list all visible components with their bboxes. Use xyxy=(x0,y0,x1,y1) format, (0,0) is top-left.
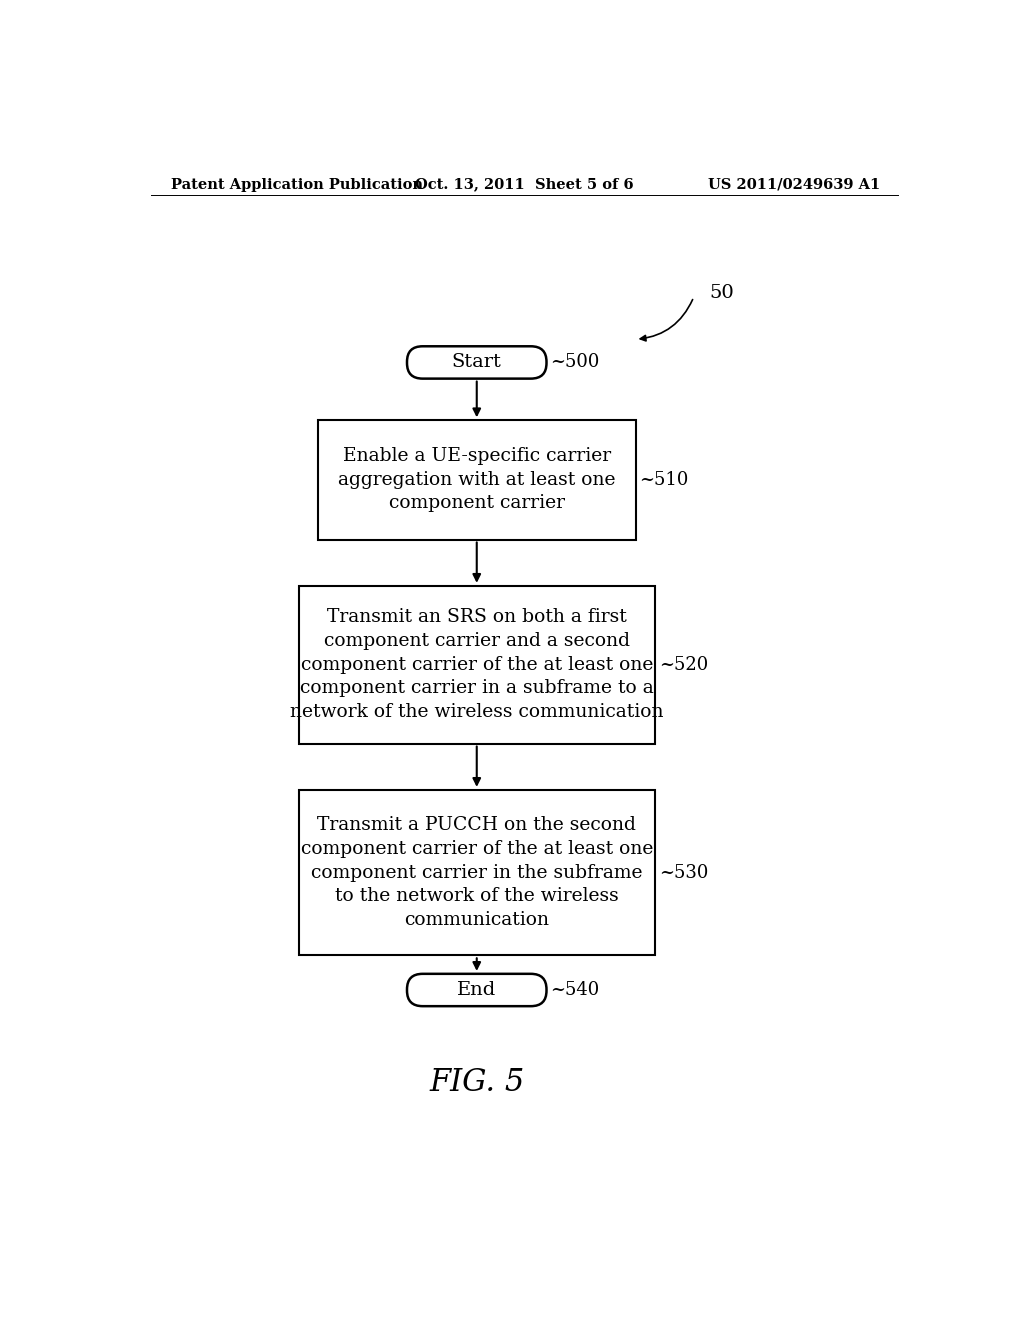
Bar xyxy=(299,586,655,743)
Text: Oct. 13, 2011  Sheet 5 of 6: Oct. 13, 2011 Sheet 5 of 6 xyxy=(416,178,634,191)
Bar xyxy=(299,789,655,956)
Text: Transmit an SRS on both a first
component carrier and a second
component carrier: Transmit an SRS on both a first componen… xyxy=(290,609,664,721)
Text: Patent Application Publication: Patent Application Publication xyxy=(171,178,423,191)
Text: Start: Start xyxy=(452,354,502,371)
Text: Enable a UE-specific carrier
aggregation with at least one
component carrier: Enable a UE-specific carrier aggregation… xyxy=(338,447,615,512)
Text: US 2011/0249639 A1: US 2011/0249639 A1 xyxy=(708,178,880,191)
Text: End: End xyxy=(457,981,497,999)
Text: ~530: ~530 xyxy=(658,863,709,882)
Text: ~500: ~500 xyxy=(550,354,600,371)
Text: ~540: ~540 xyxy=(550,981,600,999)
Bar xyxy=(317,420,636,540)
Text: Transmit a PUCCH on the second
component carrier of the at least one
component c: Transmit a PUCCH on the second component… xyxy=(301,816,653,929)
Text: ~520: ~520 xyxy=(658,656,709,673)
Text: ~510: ~510 xyxy=(640,471,689,488)
Text: FIG. 5: FIG. 5 xyxy=(429,1067,524,1098)
Text: 50: 50 xyxy=(710,284,734,302)
